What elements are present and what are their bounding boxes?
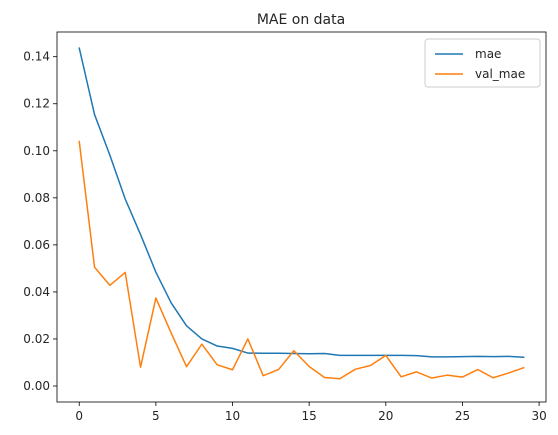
y-tick-label: 0.06 bbox=[23, 238, 50, 252]
legend-label-val-mae: val_mae bbox=[475, 67, 525, 81]
series-layer bbox=[78, 47, 525, 380]
x-tick-label: 15 bbox=[302, 409, 317, 423]
series-line-mae bbox=[78, 47, 525, 359]
y-axis: 0.00 0.02 0.04 0.06 0.08 0.10 0.12 0.14 bbox=[23, 50, 57, 393]
legend-box bbox=[424, 38, 541, 88]
x-tick-label: 0 bbox=[75, 409, 83, 423]
y-tick-label: 0.10 bbox=[23, 144, 50, 158]
x-tick-label: 30 bbox=[531, 409, 546, 423]
y-tick-label: 0.04 bbox=[23, 285, 50, 299]
legend: mae val_mae bbox=[424, 38, 541, 88]
x-tick-label: 20 bbox=[378, 409, 393, 423]
series-line-val-mae bbox=[78, 140, 525, 380]
y-tick-label: 0.14 bbox=[23, 50, 50, 64]
y-tick-label: 0.08 bbox=[23, 191, 50, 205]
y-tick-label: 0.02 bbox=[23, 332, 50, 346]
legend-label-mae: mae bbox=[475, 47, 501, 61]
x-tick-label: 5 bbox=[152, 409, 160, 423]
x-tick-label: 10 bbox=[225, 409, 240, 423]
plot-area bbox=[56, 31, 547, 403]
x-tick-label: 25 bbox=[455, 409, 470, 423]
x-axis: 0 5 10 15 20 25 30 bbox=[75, 402, 547, 423]
y-tick-label: 0.12 bbox=[23, 97, 50, 111]
chart-title: MAE on data bbox=[257, 12, 345, 28]
y-tick-label: 0.00 bbox=[23, 379, 50, 393]
